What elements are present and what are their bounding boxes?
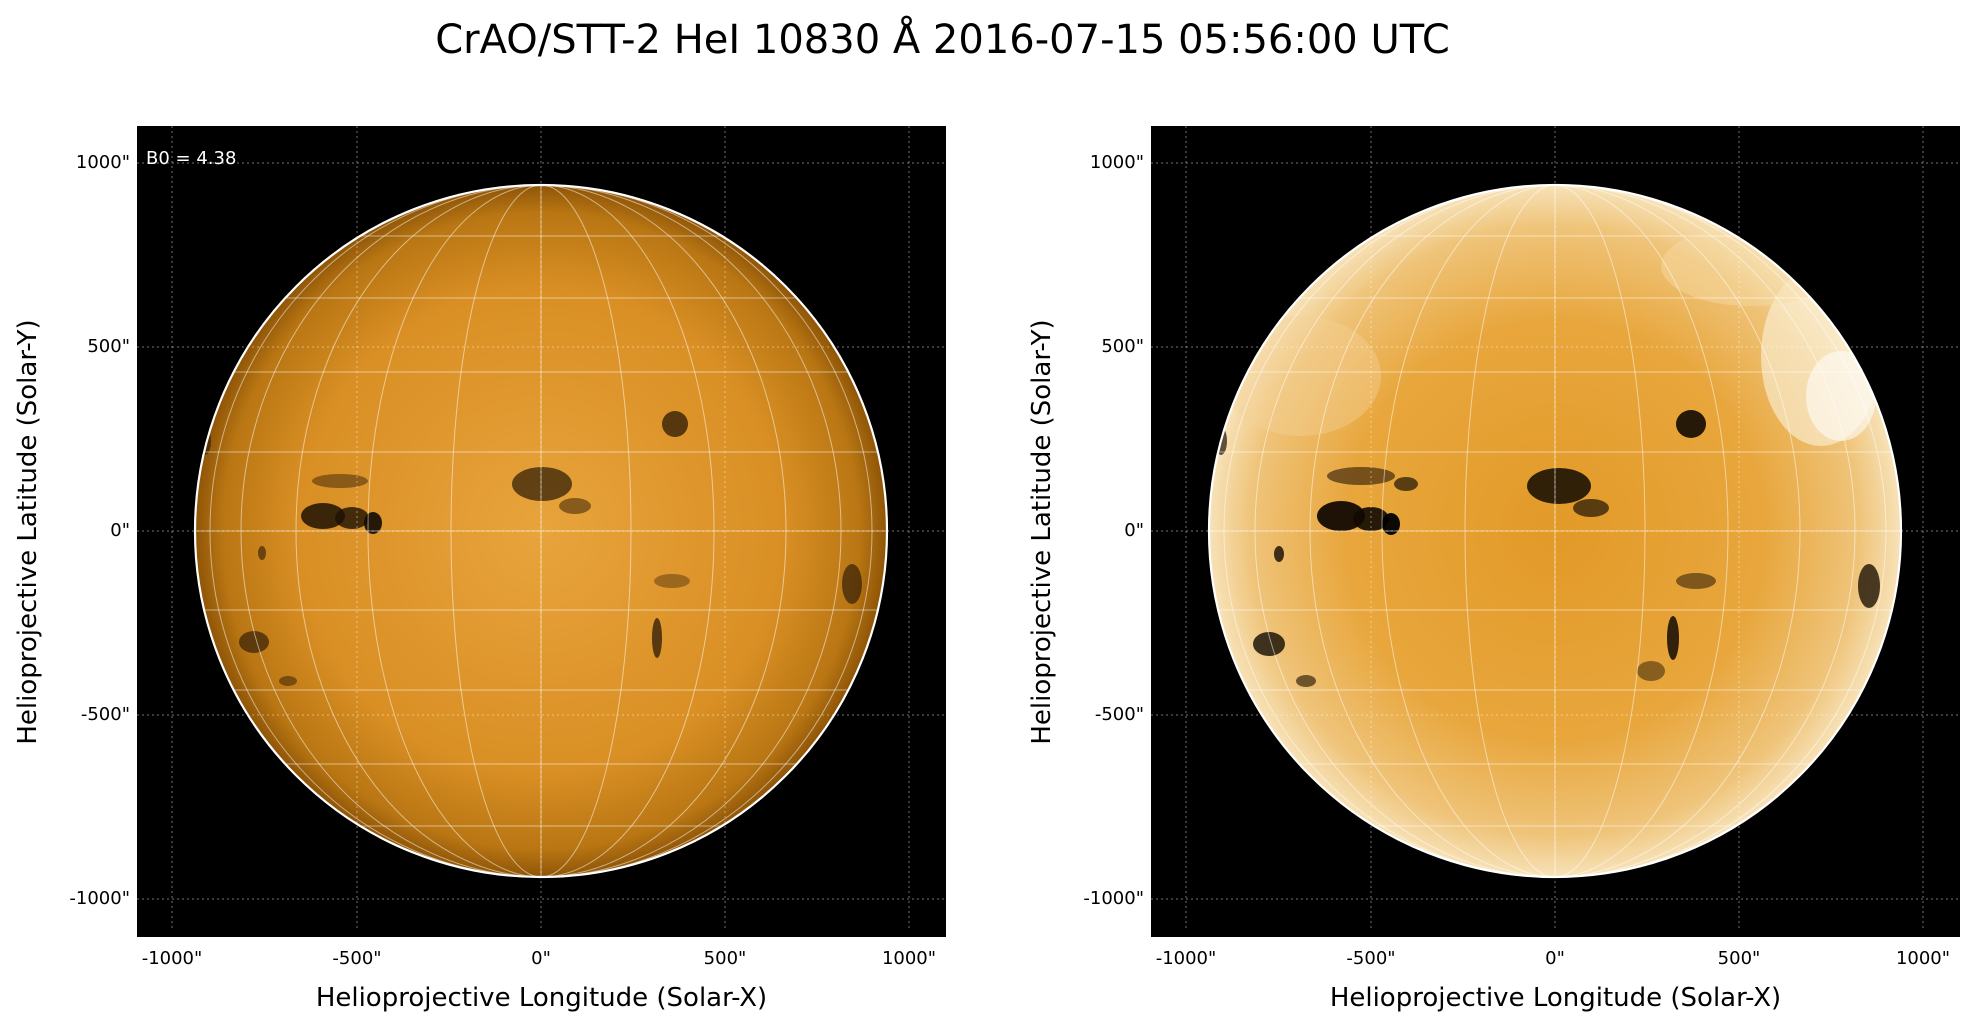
solar-disk-image-left <box>137 126 946 937</box>
dark-features <box>199 411 862 686</box>
y-axis-label: Helioprojective Latitude (Solar-Y) <box>13 319 43 745</box>
y-tick-label: -1000" <box>69 888 130 909</box>
y-axis-label: Helioprojective Latitude (Solar-Y) <box>1027 319 1057 745</box>
y-tick-label: 0" <box>110 520 130 541</box>
coordinate-grid <box>1151 126 1960 937</box>
x-tick-label: 1000" <box>1895 948 1951 969</box>
y-tick-label: -500" <box>1094 704 1144 725</box>
x-axis-label: Helioprojective Longitude (Solar-X) <box>315 983 768 1013</box>
x-tick-label: -500" <box>1346 948 1396 969</box>
b0-annotation: B0 = 4.38 <box>146 148 237 169</box>
x-tick-label: 0" <box>1545 948 1565 969</box>
x-tick-label: 500" <box>703 948 747 969</box>
y-tick-label: -1000" <box>1083 888 1144 909</box>
x-tick-label: -1000" <box>141 948 203 969</box>
coordinate-grid <box>137 126 946 937</box>
y-tick-label: 1000" <box>75 152 130 173</box>
y-tick-label: -500" <box>80 704 130 725</box>
y-tick-label: 0" <box>1124 520 1144 541</box>
y-tick-label: 1000" <box>1089 152 1144 173</box>
axis-ticks <box>171 929 910 937</box>
x-tick-label: -1000" <box>1155 948 1217 969</box>
x-tick-label: 0" <box>531 948 551 969</box>
solar-limb <box>1207 183 1903 879</box>
axis-ticks <box>1185 929 1924 937</box>
x-tick-label: 500" <box>1717 948 1761 969</box>
figure-title: CrAO/STT-2 HeI 10830 Å 2016-07-15 05:56:… <box>435 17 1450 63</box>
y-tick-label: 500" <box>87 336 130 357</box>
x-tick-label: -500" <box>332 948 382 969</box>
x-axis-label: Helioprojective Longitude (Solar-X) <box>1329 983 1782 1013</box>
y-tick-label: 500" <box>1101 336 1144 357</box>
solar-limb <box>193 183 889 879</box>
solar-image-panel-right <box>1151 126 1960 937</box>
x-tick-label: 1000" <box>881 948 937 969</box>
solar-disk-image-right <box>1151 126 1960 937</box>
solar-image-panel-left <box>137 126 946 937</box>
